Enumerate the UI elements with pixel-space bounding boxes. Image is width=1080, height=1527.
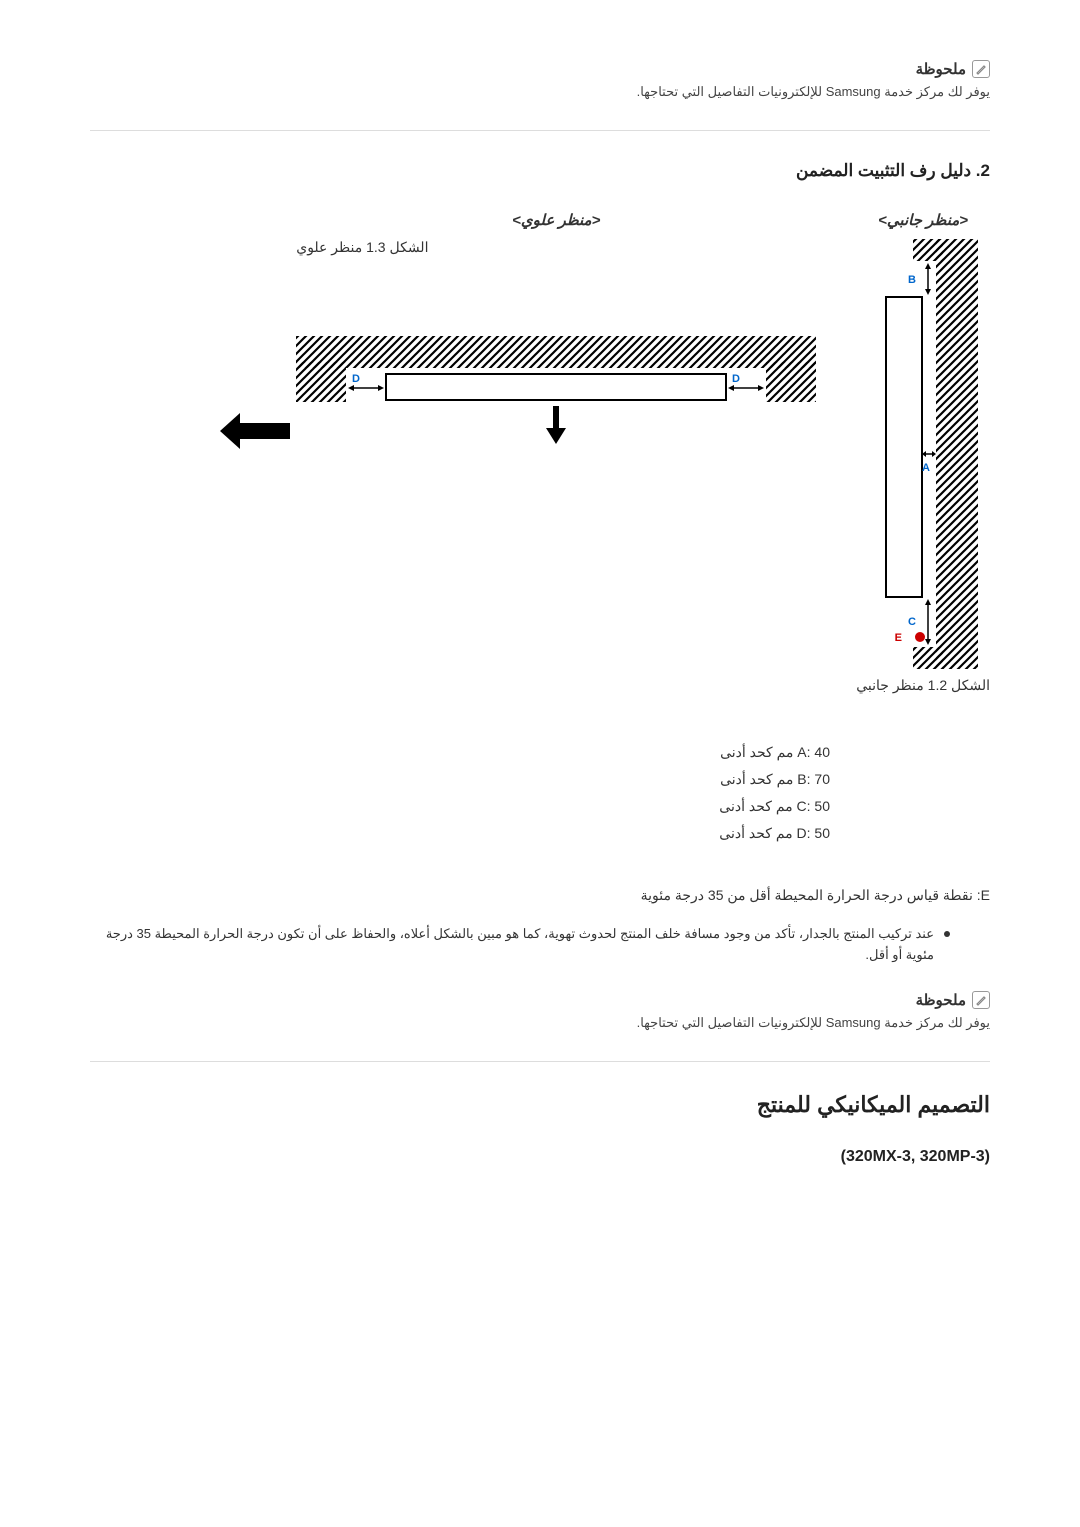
- note-title: ملحوظة: [916, 60, 966, 78]
- side-view-label: <منظر جانبي>: [878, 211, 968, 229]
- label-C: C: [908, 616, 916, 628]
- label-B: B: [908, 274, 916, 286]
- note-text: يوفر لك مركز خدمة Samsung للإلكترونيات ا…: [90, 84, 990, 100]
- side-view-diagram: A B C E: [868, 239, 978, 669]
- divider: [90, 1061, 990, 1062]
- section-2-title: 2. دليل رف التثبيت المضمن: [90, 161, 990, 181]
- label-E: E: [895, 632, 902, 644]
- side-view-caption: الشكل 1.2 منظر جانبي: [856, 677, 990, 694]
- top-view-caption: الشكل 1.3 منظر علوي: [296, 239, 428, 256]
- bullet-text: عند تركيب المنتج بالجدار، تأكد من وجود م…: [90, 924, 934, 966]
- pencil-icon: [972, 991, 990, 1009]
- dim-B: B: 70 مم كحد أدنى: [90, 771, 830, 788]
- mechanical-design-title: التصميم الميكانيكي للمنتج: [90, 1092, 990, 1118]
- note-text-2: يوفر لك مركز خدمة Samsung للإلكترونيات ا…: [90, 1015, 990, 1031]
- pencil-icon: [972, 60, 990, 78]
- divider: [90, 130, 990, 131]
- note-block-2: ملحوظة يوفر لك مركز خدمة Samsung للإلكتر…: [90, 991, 990, 1031]
- bullet-dot-icon: [944, 931, 950, 937]
- bullet-note: عند تركيب المنتج بالجدار، تأكد من وجود م…: [90, 924, 950, 966]
- label-A: A: [922, 462, 930, 474]
- dimensions-list: A: 40 مم كحد أدنى B: 70 مم كحد أدنى C: 5…: [90, 734, 830, 852]
- label-D-right: D: [732, 373, 740, 385]
- label-D-left: D: [352, 373, 360, 385]
- dimensions-row: A: 40 مم كحد أدنى B: 70 مم كحد أدنى C: 5…: [90, 714, 990, 872]
- dim-E: E: نقطة قياس درجة الحرارة المحيطة أقل من…: [90, 887, 990, 904]
- note-header: ملحوظة: [90, 60, 990, 78]
- dim-C: C: 50 مم كحد أدنى: [90, 798, 830, 815]
- side-view-column: <منظر جانبي> A B: [856, 211, 990, 694]
- note-block-1: ملحوظة يوفر لك مركز خدمة Samsung للإلكتر…: [90, 60, 990, 100]
- views-row: <منظر جانبي> A B: [90, 211, 990, 694]
- note-header-2: ملحوظة: [90, 991, 990, 1009]
- top-view-label: <منظر علوي>: [512, 211, 600, 229]
- model-label: (320MX-3, 320MP-3): [90, 1148, 990, 1166]
- top-view-column: <منظر علوي> الشكل 1.3 منظر علوي D: [296, 211, 816, 446]
- dim-A: A: 40 مم كحد أدنى: [90, 744, 830, 761]
- note-title-2: ملحوظة: [916, 991, 966, 1009]
- big-arrow-icon: [220, 411, 290, 451]
- dim-D: D: 50 مم كحد أدنى: [90, 825, 830, 842]
- top-view-diagram: D D: [296, 266, 816, 446]
